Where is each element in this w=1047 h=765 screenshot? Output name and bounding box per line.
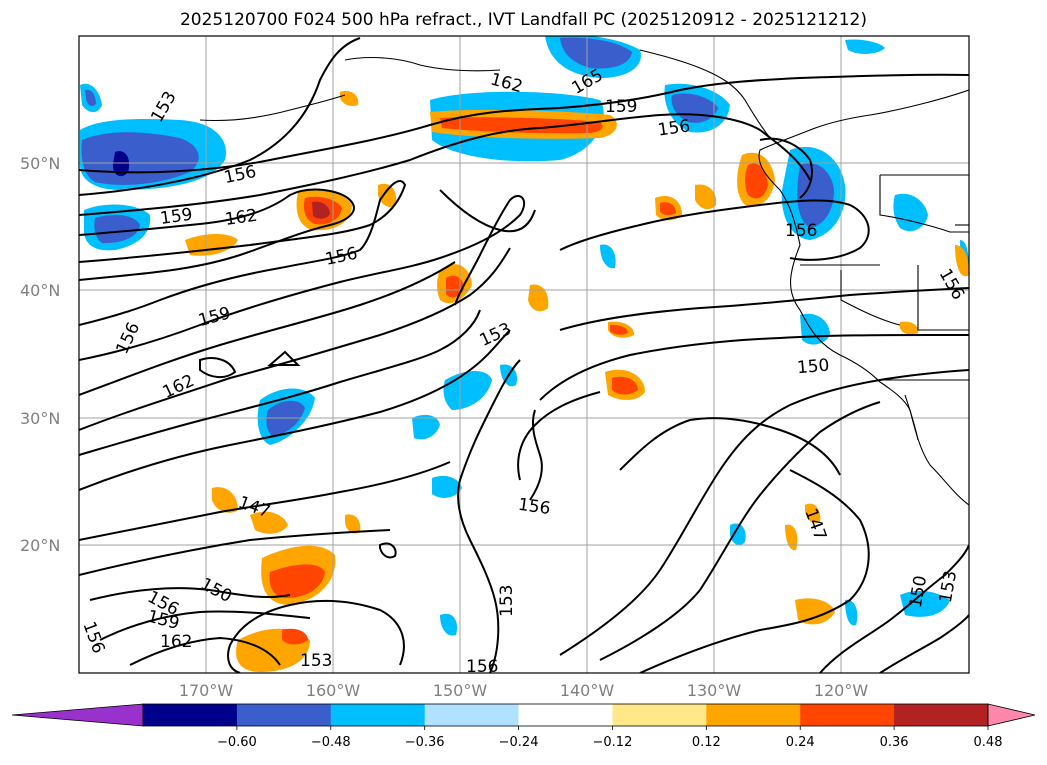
map-title: 2025120700 F024 500 hPa refract., IVT La…	[179, 10, 867, 30]
colorbar-extend-high	[987, 703, 1036, 727]
contour-label: 156	[785, 221, 817, 241]
contour-label: 156	[657, 116, 692, 140]
height-contours	[79, 37, 969, 673]
lon-label: 140°W	[560, 681, 615, 700]
colorbar-tick-label: 0.36	[880, 735, 909, 750]
lon-label: 170°W	[179, 681, 234, 700]
colorbar-bin	[612, 704, 707, 726]
lon-label: 150°W	[433, 681, 488, 700]
colorbar-bin	[143, 704, 238, 726]
colorbar-tick-label: 0.24	[786, 735, 815, 750]
contour-label: 156	[466, 657, 498, 677]
lat-label: 40°N	[20, 281, 60, 300]
colorbar-bin	[894, 704, 989, 726]
colorbar-bin	[706, 704, 801, 726]
positive-fill-patches	[185, 90, 969, 672]
colorbar-tick-label: −0.48	[311, 735, 351, 750]
colorbar-tick-label: −0.36	[405, 735, 445, 750]
contour-label: 156	[517, 495, 552, 519]
colorbar-tick-label: 0.12	[692, 735, 721, 750]
colorbar-bin	[424, 704, 520, 726]
lat-label: 50°N	[20, 154, 60, 173]
latitude-labels: 50°N 40°N 30°N 20°N	[20, 154, 60, 555]
colorbar-tick-label: 0.48	[974, 735, 1003, 750]
longitude-labels: 170°W 160°W 150°W 140°W 130°W 120°W	[179, 681, 869, 700]
colorbar-tick-label: −0.12	[593, 735, 633, 750]
lon-label: 120°W	[814, 681, 869, 700]
colorbar-extend-low	[11, 703, 144, 727]
colorbar-bin	[518, 704, 613, 726]
contour-label: 153	[300, 651, 332, 671]
colorbar-tick-label: −0.60	[217, 735, 257, 750]
contour-label: 162	[224, 206, 259, 230]
colorbar: −0.60 −0.48 −0.36 −0.24 −0.12 0.12 0.24 0.36 0.4…	[11, 703, 1036, 750]
lon-label: 130°W	[687, 681, 742, 700]
negative-fill-patches	[80, 36, 969, 636]
contour-label: 150	[796, 356, 830, 379]
contour-label: 153	[497, 585, 517, 617]
colorbar-tick-label: −0.24	[499, 735, 539, 750]
colorbar-bin	[330, 704, 426, 726]
lat-label: 30°N	[20, 409, 60, 428]
colorbar-bin	[800, 704, 895, 726]
lat-label: 20°N	[20, 536, 60, 555]
contour-label: 159	[159, 205, 194, 229]
contour-label: 162	[160, 632, 192, 652]
map-frame	[78, 35, 970, 674]
lon-label: 160°W	[306, 681, 361, 700]
colorbar-frame	[142, 703, 989, 727]
contour-label: 159	[605, 97, 637, 117]
coastlines	[199, 49, 969, 506]
colorbar-bin	[236, 704, 332, 726]
